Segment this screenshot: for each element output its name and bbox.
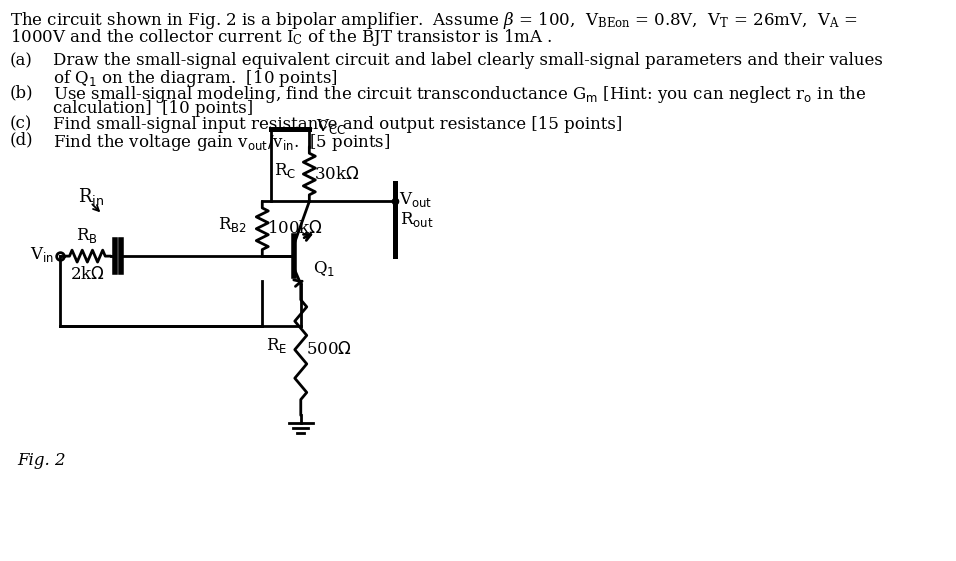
Text: Find the voltage gain v$_{\mathrm{out}}$/v$_{\mathrm{in}}$.  [5 points]: Find the voltage gain v$_{\mathrm{out}}$… (53, 132, 390, 153)
Text: (a): (a) (10, 52, 33, 69)
Text: R$_\mathrm{C}$: R$_\mathrm{C}$ (273, 160, 295, 180)
Text: 30k$\Omega$: 30k$\Omega$ (315, 165, 359, 182)
Text: (c): (c) (10, 116, 33, 133)
Text: 2k$\Omega$: 2k$\Omega$ (70, 266, 105, 283)
Text: The circuit shown in Fig. 2 is a bipolar amplifier.  Assume $\beta$ = 100,  V$_{: The circuit shown in Fig. 2 is a bipolar… (10, 10, 858, 31)
Text: Fig. 2: Fig. 2 (17, 452, 65, 469)
Text: V$_{\mathrm{out}}$: V$_{\mathrm{out}}$ (400, 190, 432, 209)
Text: Use small-signal modeling, find the circuit transconductance G$_{\mathrm{m}}$ [H: Use small-signal modeling, find the circ… (53, 84, 866, 105)
Text: R$_\mathrm{B}$: R$_\mathrm{B}$ (76, 226, 98, 245)
Text: of Q$_1$ on the diagram.  [10 points]: of Q$_1$ on the diagram. [10 points] (53, 68, 337, 89)
Text: Find small-signal input resistance and output resistance [15 points]: Find small-signal input resistance and o… (53, 116, 622, 133)
Text: 100k$\Omega$: 100k$\Omega$ (268, 220, 323, 237)
Text: calculation]  [10 points]: calculation] [10 points] (53, 100, 252, 117)
Text: R$_{\mathrm{out}}$: R$_{\mathrm{out}}$ (400, 210, 434, 229)
Text: Q$_1$: Q$_1$ (313, 259, 335, 278)
Text: 1000V and the collector current I$_{\mathrm{C}}$ of the BJT transistor is 1mA .: 1000V and the collector current I$_{\mat… (10, 27, 553, 48)
Text: (d): (d) (10, 132, 33, 149)
Text: Draw the small-signal equivalent circuit and label clearly small-signal paramete: Draw the small-signal equivalent circuit… (53, 52, 882, 69)
Text: 500$\Omega$: 500$\Omega$ (306, 341, 352, 358)
Text: V$_{\mathrm{in}}$: V$_{\mathrm{in}}$ (31, 245, 54, 264)
Text: R$_{\mathrm{B2}}$: R$_{\mathrm{B2}}$ (218, 215, 247, 234)
Text: V$_{\mathrm{CC}}$: V$_{\mathrm{CC}}$ (316, 117, 346, 136)
Text: (b): (b) (10, 84, 33, 101)
Text: R$_{\mathrm{in}}$: R$_{\mathrm{in}}$ (78, 186, 104, 207)
Text: R$_\mathrm{E}$: R$_\mathrm{E}$ (266, 336, 287, 355)
